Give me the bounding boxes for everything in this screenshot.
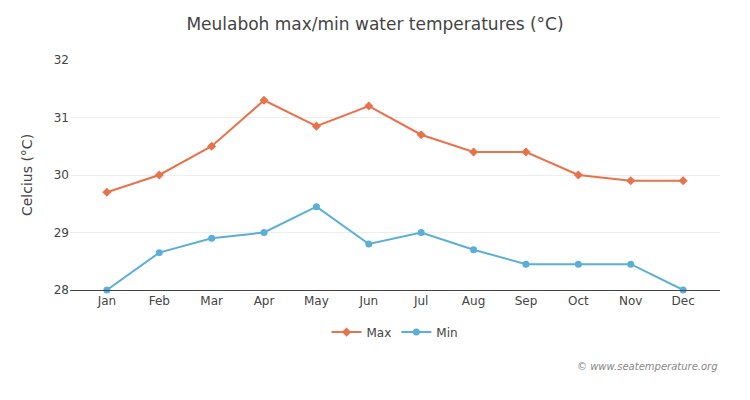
svg-text:29: 29 <box>54 226 69 240</box>
svg-text:Sep: Sep <box>515 294 538 308</box>
svg-text:Aug: Aug <box>462 294 485 308</box>
svg-text:Max: Max <box>367 326 392 340</box>
svg-text:Feb: Feb <box>149 294 170 308</box>
svg-text:Jan: Jan <box>97 294 117 308</box>
svg-text:Nov: Nov <box>619 294 642 308</box>
svg-text:© www.seatemperature.org: © www.seatemperature.org <box>577 361 718 372</box>
svg-text:Apr: Apr <box>254 294 275 308</box>
svg-text:Jul: Jul <box>413 294 428 308</box>
svg-text:Dec: Dec <box>672 294 695 308</box>
svg-text:May: May <box>304 294 329 308</box>
svg-text:Oct: Oct <box>568 294 589 308</box>
svg-text:Celcius (°C): Celcius (°C) <box>19 134 35 216</box>
svg-text:Meulaboh max/min water tempera: Meulaboh max/min water temperatures (°C) <box>186 14 563 34</box>
svg-text:32: 32 <box>54 53 69 67</box>
svg-text:Jun: Jun <box>358 294 378 308</box>
svg-text:Mar: Mar <box>200 294 223 308</box>
svg-text:28: 28 <box>54 283 69 297</box>
svg-text:31: 31 <box>54 111 69 125</box>
svg-text:Min: Min <box>436 326 457 340</box>
svg-text:30: 30 <box>54 168 69 182</box>
